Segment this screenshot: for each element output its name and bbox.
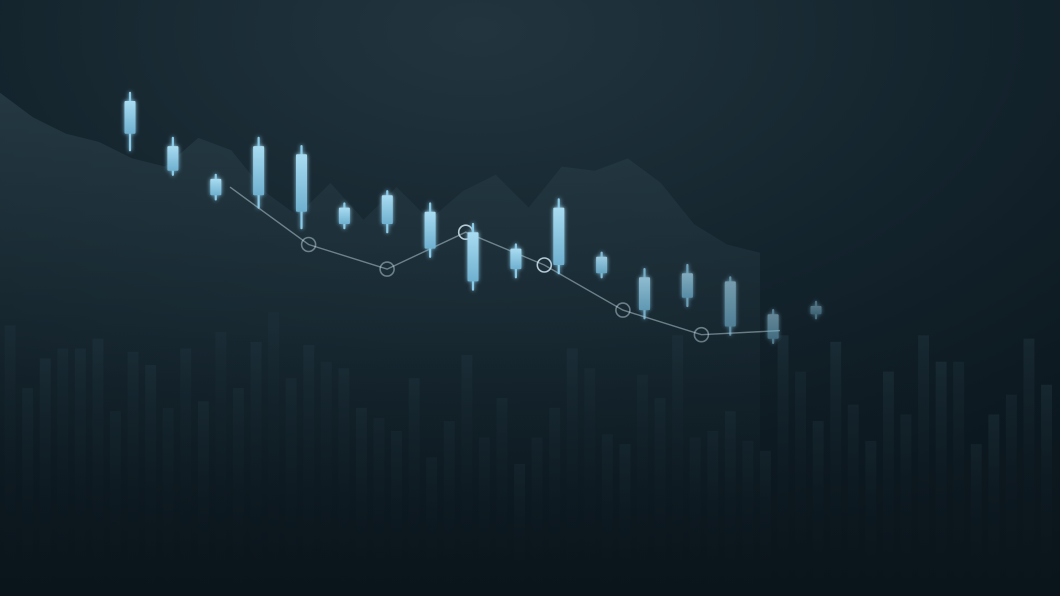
candlestick-chart [0, 0, 1060, 596]
chart-canvas [0, 0, 1060, 596]
bottom-fade-overlay [0, 0, 1060, 596]
